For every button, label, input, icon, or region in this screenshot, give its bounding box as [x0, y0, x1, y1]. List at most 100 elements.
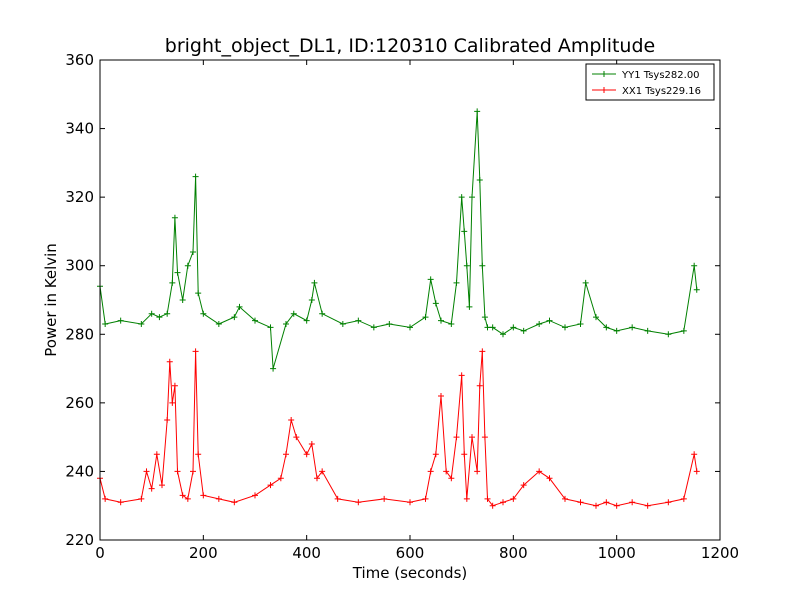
- data-point: [463, 495, 470, 502]
- data-point: [252, 492, 258, 499]
- data-point: [283, 451, 289, 458]
- series-layer: [97, 108, 700, 509]
- data-point: [510, 324, 517, 331]
- data-point: [117, 317, 124, 324]
- data-point: [267, 324, 274, 331]
- x-axis-label: Time (seconds): [352, 564, 468, 582]
- data-point: [164, 310, 171, 317]
- data-point: [476, 382, 483, 389]
- x-tick-label: 0: [95, 544, 105, 562]
- y-tick-label: 280: [65, 325, 94, 343]
- data-point: [432, 300, 439, 307]
- data-point: [308, 297, 315, 303]
- data-point: [562, 495, 568, 502]
- data-point: [691, 451, 698, 458]
- data-point: [489, 324, 496, 331]
- data-point: [319, 310, 326, 317]
- x-tick-label: 800: [499, 544, 528, 562]
- data-point: [479, 348, 486, 355]
- series-0: [97, 108, 700, 372]
- data-point: [469, 434, 475, 441]
- y-tick-label: 220: [65, 531, 94, 549]
- x-tick-label: 200: [189, 544, 218, 562]
- data-point: [293, 434, 300, 441]
- data-point: [582, 279, 589, 286]
- data-point: [484, 495, 491, 502]
- data-point: [290, 310, 297, 317]
- data-point: [192, 348, 199, 355]
- y-tick-label: 240: [65, 462, 94, 480]
- data-point: [427, 276, 434, 283]
- legend-label-yy1: YY1 Tsys282.00: [621, 70, 700, 81]
- data-point: [143, 468, 150, 475]
- y-tick-label: 260: [65, 394, 94, 412]
- data-point: [536, 468, 543, 475]
- data-point: [231, 499, 238, 506]
- x-tick-label: 1200: [701, 544, 739, 562]
- data-point: [500, 499, 506, 506]
- data-point: [270, 365, 277, 372]
- data-point: [303, 451, 310, 458]
- data-point: [577, 499, 584, 506]
- data-point: [252, 317, 258, 324]
- data-point: [159, 482, 165, 489]
- data-point: [546, 475, 553, 482]
- data-point: [443, 468, 450, 475]
- data-point: [422, 314, 429, 321]
- series-1: [97, 348, 700, 509]
- data-point: [153, 451, 160, 458]
- data-point: [577, 321, 584, 327]
- data-point: [138, 495, 145, 502]
- y-tick-label: 300: [65, 257, 94, 275]
- data-point: [102, 495, 109, 502]
- x-tick-label: 1000: [598, 544, 636, 562]
- data-point: [156, 314, 163, 321]
- series-line: [99, 351, 698, 507]
- data-point: [308, 441, 315, 447]
- data-point: [303, 317, 310, 324]
- data-point: [500, 331, 506, 338]
- data-point: [432, 451, 439, 458]
- data-point: [466, 303, 473, 310]
- data-point: [438, 393, 444, 399]
- data-point: [179, 492, 186, 499]
- data-point: [562, 324, 568, 331]
- data-point: [613, 502, 620, 509]
- data-point: [386, 321, 393, 327]
- data-point: [474, 468, 481, 475]
- data-point: [200, 492, 207, 499]
- data-point: [476, 177, 483, 183]
- data-point: [613, 327, 620, 334]
- data-point: [117, 499, 124, 506]
- data-point: [453, 434, 460, 441]
- data-point: [458, 194, 465, 201]
- data-point: [171, 382, 178, 389]
- data-point: [236, 303, 243, 310]
- legend-marker: [601, 87, 607, 93]
- legend-box: [585, 63, 715, 101]
- legend-marker: [601, 71, 607, 77]
- data-point: [603, 499, 610, 506]
- data-point: [288, 417, 295, 423]
- data-point: [184, 262, 191, 269]
- data-point: [174, 468, 181, 475]
- data-point: [370, 324, 377, 331]
- data-point: [179, 297, 186, 303]
- data-point: [339, 321, 346, 327]
- data-point: [536, 321, 543, 327]
- y-axis-label: Power in Kelvin: [42, 243, 60, 357]
- data-point: [603, 324, 610, 331]
- data-point: [693, 468, 700, 475]
- data-point: [510, 495, 517, 502]
- legend: YY1 Tsys282.00 XX1 Tsys229.16: [585, 63, 715, 101]
- x-tick-label: 600: [396, 544, 425, 562]
- data-point: [448, 321, 455, 327]
- data-point: [215, 495, 222, 502]
- data-point: [484, 324, 491, 331]
- data-point: [200, 310, 207, 317]
- data-point: [102, 321, 109, 327]
- data-point: [355, 499, 362, 506]
- data-point: [474, 108, 481, 115]
- data-point: [319, 468, 326, 475]
